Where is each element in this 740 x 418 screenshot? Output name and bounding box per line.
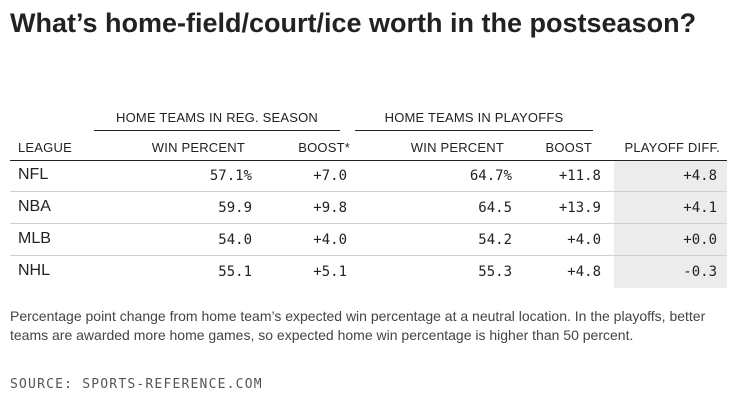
playoff-win-percent: 64.5 bbox=[478, 200, 512, 216]
table-row: NHL 55.1 +5.1 55.3 +4.8 -0.3 bbox=[10, 257, 727, 288]
playoff-win-percent: 55.3 bbox=[478, 264, 512, 280]
row-divider bbox=[10, 223, 727, 224]
playoff-diff: +0.0 bbox=[683, 232, 717, 248]
playoff-diff: +4.1 bbox=[683, 200, 717, 216]
column-header-reg-win-percent: WIN PERCENT bbox=[151, 140, 245, 155]
league-name: NFL bbox=[18, 166, 49, 183]
playoff-win-percent: 64.7% bbox=[469, 168, 512, 184]
league-name: NHL bbox=[18, 262, 51, 279]
playoff-boost: +4.8 bbox=[567, 264, 601, 280]
reg-boost: +7.0 bbox=[313, 168, 347, 184]
source-credit: SOURCE: SPORTS-REFERENCE.COM bbox=[10, 377, 263, 392]
reg-win-percent: 55.1 bbox=[218, 264, 252, 280]
group-header-regular-season: HOME TEAMS IN REG. SEASON bbox=[94, 110, 340, 131]
reg-win-percent: 54.0 bbox=[218, 232, 252, 248]
playoff-diff: +4.8 bbox=[683, 168, 717, 184]
reg-boost: +5.1 bbox=[313, 264, 347, 280]
table-row: NFL 57.1% +7.0 64.7% +11.8 +4.8 bbox=[10, 161, 727, 192]
reg-win-percent: 59.9 bbox=[218, 200, 252, 216]
column-header-playoff-win-percent: WIN PERCENT bbox=[410, 140, 504, 155]
playoff-boost: +11.8 bbox=[558, 168, 601, 184]
column-header-playoff-boost: BOOST bbox=[545, 140, 592, 155]
reg-win-percent: 57.1% bbox=[209, 168, 252, 184]
league-name: NBA bbox=[18, 198, 51, 215]
playoff-boost: +4.0 bbox=[567, 232, 601, 248]
reg-boost: +9.8 bbox=[313, 200, 347, 216]
row-divider bbox=[10, 255, 727, 256]
playoff-diff-column-highlight bbox=[614, 161, 727, 288]
column-header-playoff-diff: PLAYOFF DIFF. bbox=[624, 140, 720, 155]
playoff-win-percent: 54.2 bbox=[478, 232, 512, 248]
playoff-boost: +13.9 bbox=[558, 200, 601, 216]
group-header-playoffs: HOME TEAMS IN PLAYOFFS bbox=[355, 110, 593, 131]
playoff-diff: -0.3 bbox=[683, 264, 717, 280]
column-header-reg-boost: BOOST* bbox=[298, 140, 350, 155]
league-name: MLB bbox=[18, 230, 51, 247]
footnote: Percentage point change from home team’s… bbox=[10, 308, 706, 343]
column-header-league: LEAGUE bbox=[18, 140, 72, 155]
reg-boost: +4.0 bbox=[313, 232, 347, 248]
header-rule bbox=[10, 160, 727, 161]
table-row: MLB 54.0 +4.0 54.2 +4.0 +0.0 bbox=[10, 225, 727, 256]
row-divider bbox=[10, 191, 727, 192]
chart-title: What’s home-field/court/ice worth in the… bbox=[10, 8, 697, 38]
table-row: NBA 59.9 +9.8 64.5 +13.9 +4.1 bbox=[10, 193, 727, 224]
